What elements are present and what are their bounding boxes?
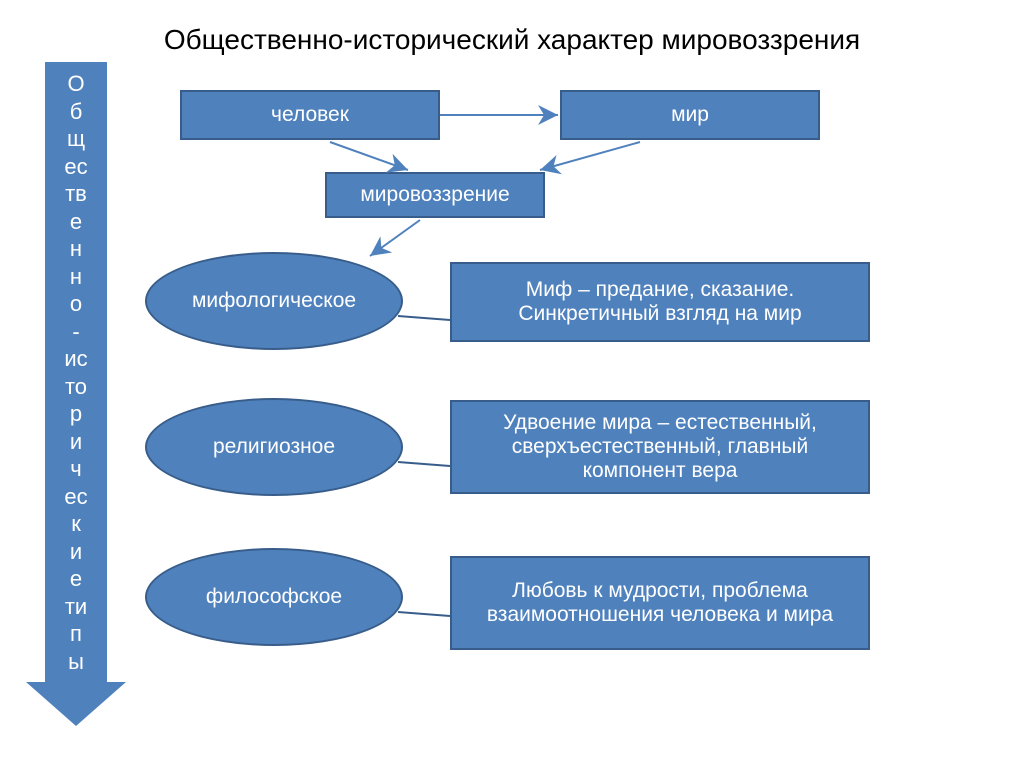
sidebar-char: и xyxy=(70,428,82,456)
sidebar-char: ти xyxy=(65,593,87,621)
ellipse-philosophical-label: философское xyxy=(206,585,342,609)
sidebar-char: О xyxy=(67,70,84,98)
ellipse-philosophical: философское xyxy=(145,548,403,646)
sidebar-arrow-shaft: Общественно-историческиетипы xyxy=(45,62,107,682)
arrow-line xyxy=(540,142,640,170)
sidebar-char: ч xyxy=(70,455,81,483)
sidebar-char: п xyxy=(70,620,82,648)
box-religious-desc-label: Удвоение мира – естественный, сверхъесте… xyxy=(462,411,858,483)
box-human-label: человек xyxy=(271,103,349,127)
arrow-line xyxy=(330,142,408,170)
box-philosophical-desc-label: Любовь к мудрости, проблема взаимоотноше… xyxy=(462,579,858,627)
box-religious-desc: Удвоение мира – естественный, сверхъесте… xyxy=(450,400,870,494)
sidebar-char: - xyxy=(72,318,79,346)
sidebar-char: н xyxy=(70,235,82,263)
ellipse-mythological: мифологическое xyxy=(145,252,403,350)
arrows-layer xyxy=(0,0,1024,768)
box-mythological-desc-label: Миф – предание, сказание. Синкретичный в… xyxy=(462,278,858,326)
sidebar-char: ис xyxy=(64,345,87,373)
sidebar-down-arrow: Общественно-историческиетипы xyxy=(45,62,126,726)
page-title: Общественно-исторический характер мирово… xyxy=(0,24,1024,56)
connector-line xyxy=(398,462,450,466)
sidebar-char: то xyxy=(65,373,87,401)
sidebar-char: и xyxy=(70,538,82,566)
ellipse-religious: религиозное xyxy=(145,398,403,496)
sidebar-char: б xyxy=(70,98,83,126)
arrow-line xyxy=(370,220,420,256)
sidebar-char: е xyxy=(70,565,82,593)
box-human: человек xyxy=(180,90,440,140)
box-worldview-label: мировоззрение xyxy=(360,183,509,207)
connector-line xyxy=(398,316,450,320)
sidebar-char: щ xyxy=(67,125,85,153)
sidebar-char: р xyxy=(70,400,82,428)
box-mythological-desc: Миф – предание, сказание. Синкретичный в… xyxy=(450,262,870,342)
sidebar-char: е xyxy=(70,208,82,236)
sidebar-arrow-head xyxy=(26,682,126,726)
sidebar-char: к xyxy=(71,510,81,538)
sidebar-char: о xyxy=(70,290,82,318)
sidebar-char: ес xyxy=(64,153,87,181)
connector-line xyxy=(398,612,450,616)
sidebar-char: ес xyxy=(64,483,87,511)
sidebar-char: ы xyxy=(68,648,84,676)
box-philosophical-desc: Любовь к мудрости, проблема взаимоотноше… xyxy=(450,556,870,650)
box-worldview: мировоззрение xyxy=(325,172,545,218)
box-world: мир xyxy=(560,90,820,140)
box-world-label: мир xyxy=(671,103,709,127)
ellipse-religious-label: религиозное xyxy=(213,435,335,459)
sidebar-char: н xyxy=(70,263,82,291)
ellipse-mythological-label: мифологическое xyxy=(192,289,356,313)
sidebar-char: тв xyxy=(65,180,87,208)
